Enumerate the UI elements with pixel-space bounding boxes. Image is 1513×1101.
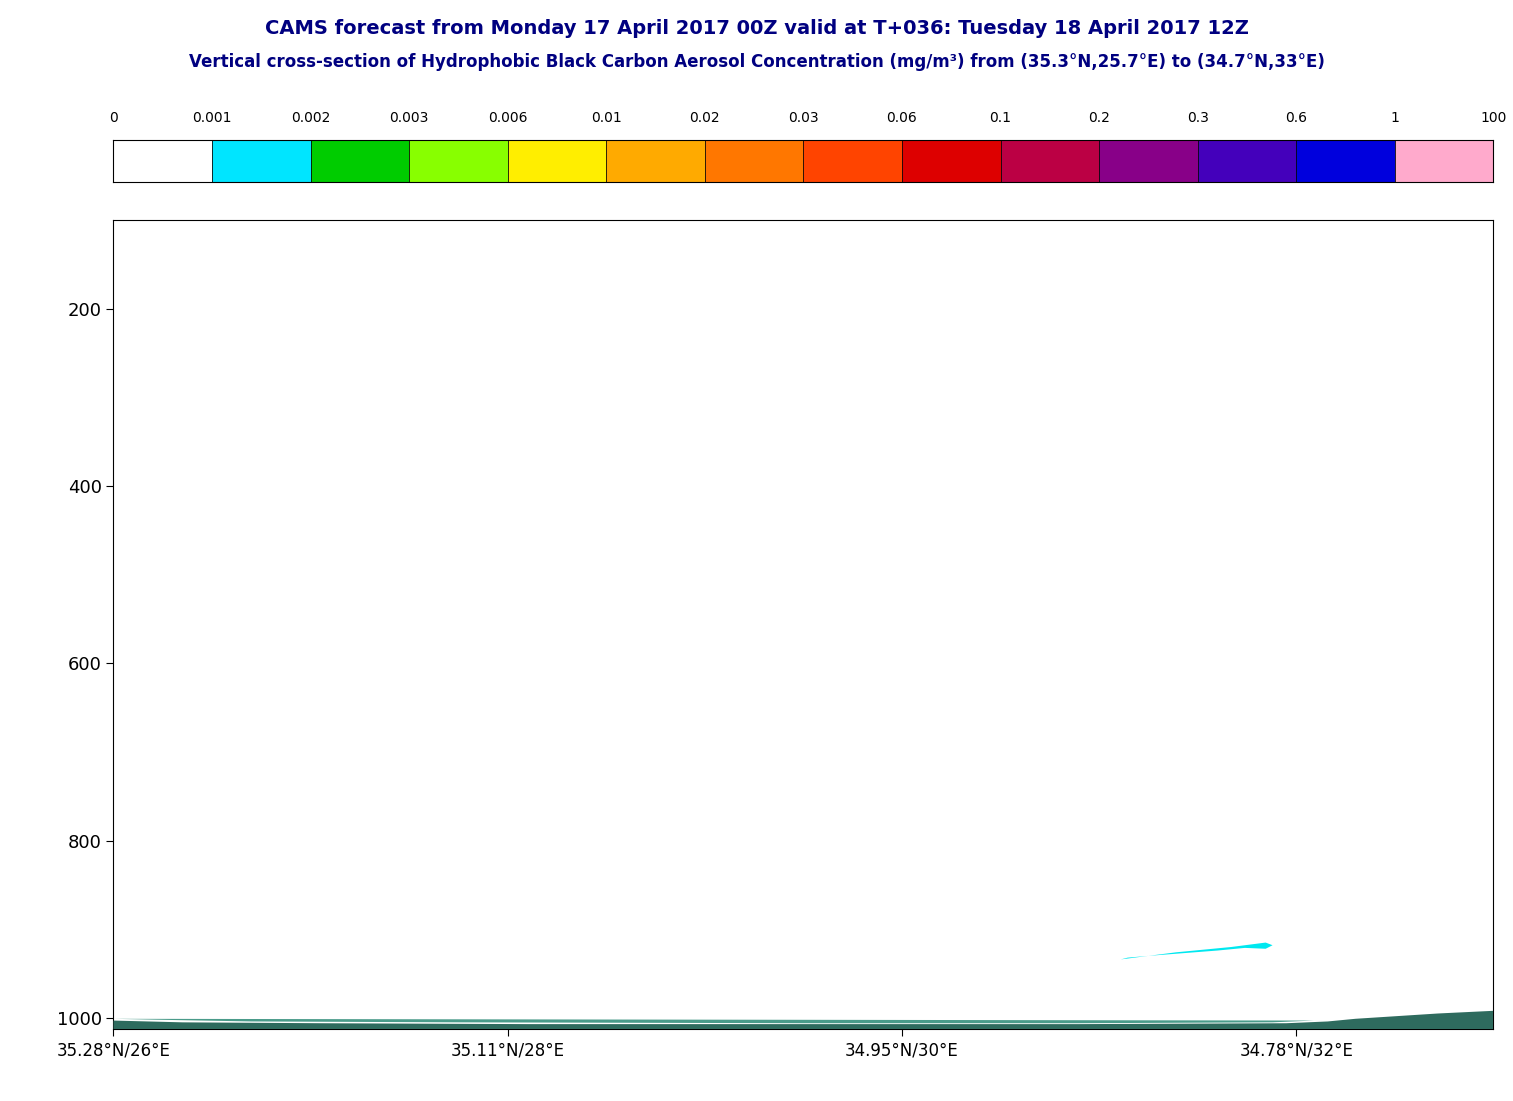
Text: 0.01: 0.01 (592, 111, 622, 126)
Bar (1395, 140, 1493, 182)
Text: Vertical cross-section of Hydrophobic Black Carbon Aerosol Concentration (mg/m³): Vertical cross-section of Hydrophobic Bl… (189, 53, 1324, 70)
Text: 0.006: 0.006 (489, 111, 528, 126)
Text: CAMS forecast from Monday 17 April 2017 00Z valid at T+036: Tuesday 18 April 201: CAMS forecast from Monday 17 April 2017 … (265, 19, 1248, 37)
Bar (1000, 140, 1098, 182)
Bar (508, 140, 607, 182)
Text: 0.03: 0.03 (788, 111, 819, 126)
Bar (902, 140, 1000, 182)
Text: 0.002: 0.002 (290, 111, 330, 126)
Bar (1198, 140, 1297, 182)
Text: 0.3: 0.3 (1186, 111, 1209, 126)
Bar (607, 140, 705, 182)
Text: 0: 0 (109, 111, 118, 126)
Polygon shape (1121, 942, 1272, 959)
Bar (1297, 140, 1395, 182)
Text: 0.2: 0.2 (1088, 111, 1111, 126)
Bar (1098, 140, 1198, 182)
Text: 0.02: 0.02 (690, 111, 720, 126)
Bar (409, 140, 508, 182)
Text: 0.6: 0.6 (1285, 111, 1307, 126)
Text: 0.06: 0.06 (887, 111, 917, 126)
Bar (212, 140, 310, 182)
Bar (705, 140, 803, 182)
Polygon shape (113, 1018, 1328, 1023)
Polygon shape (113, 1011, 1493, 1032)
Text: 0.1: 0.1 (990, 111, 1012, 126)
Text: 0.001: 0.001 (192, 111, 231, 126)
Bar (113, 140, 212, 182)
Bar (310, 140, 409, 182)
Text: 0.003: 0.003 (389, 111, 428, 126)
Bar (803, 140, 902, 182)
Text: 1: 1 (1390, 111, 1400, 126)
Text: 100: 100 (1480, 111, 1507, 126)
